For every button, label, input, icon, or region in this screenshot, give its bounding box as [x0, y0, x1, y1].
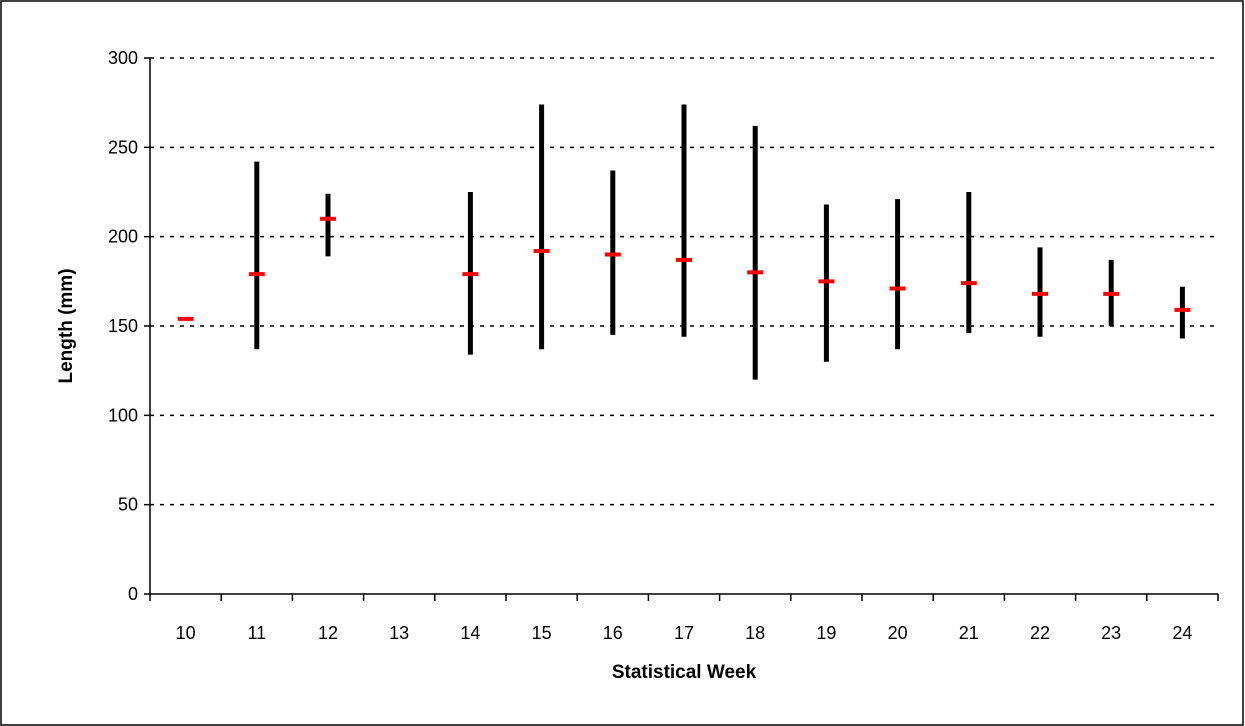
x-tick-label: 12: [318, 623, 338, 643]
x-tick-label: 16: [603, 623, 623, 643]
x-tick-label: 24: [1172, 623, 1192, 643]
x-tick-label: 14: [460, 623, 480, 643]
x-tick-label: 15: [532, 623, 552, 643]
x-tick-label: 10: [176, 623, 196, 643]
y-tick-label: 250: [108, 137, 138, 157]
x-tick-label: 19: [816, 623, 836, 643]
x-tick-label: 23: [1101, 623, 1121, 643]
x-tick-label: 20: [888, 623, 908, 643]
y-tick-label: 300: [108, 48, 138, 68]
x-tick-label: 13: [389, 623, 409, 643]
y-tick-label: 0: [128, 584, 138, 604]
y-axis-title: Length (mm): [56, 268, 77, 383]
data-marks: [177, 104, 1191, 380]
y-tick-label: 200: [108, 227, 138, 247]
y-tick-label: 100: [108, 405, 138, 425]
x-tick-label: 21: [959, 623, 979, 643]
y-tick-label: 150: [108, 316, 138, 336]
tick-labels: 0 50 100 150 200 250 300 10 11 12 13 14 15 16 17 18 19 20…: [108, 48, 1192, 643]
x-tick-label: 17: [674, 623, 694, 643]
x-tick-label: 22: [1030, 623, 1050, 643]
x-tick-label: 18: [745, 623, 765, 643]
x-tick-label: 11: [247, 623, 266, 643]
x-axis-title: Statistical Week: [612, 662, 757, 683]
y-tick-label: 50: [118, 495, 138, 515]
axes: [144, 57, 1219, 601]
